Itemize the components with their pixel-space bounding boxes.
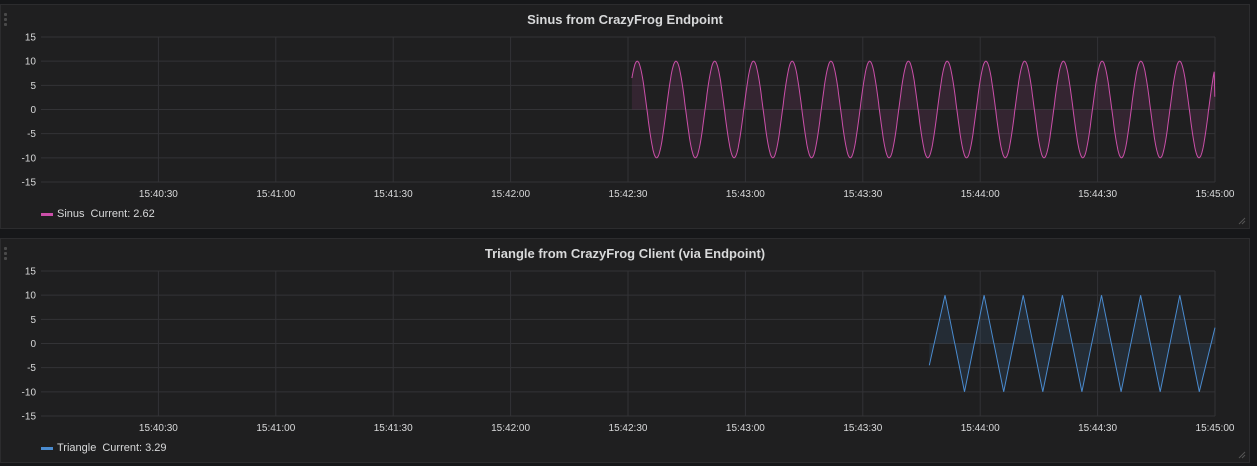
- y-tick-label: -10: [22, 387, 37, 398]
- y-tick-label: -15: [22, 178, 37, 189]
- legend-current: Current: 3.29: [102, 442, 166, 454]
- x-tick-label: 15:41:30: [374, 423, 413, 434]
- y-tick-label: -15: [22, 412, 37, 423]
- legend-series-name[interactable]: Sinus: [57, 208, 85, 220]
- x-tick-label: 15:42:00: [491, 189, 530, 200]
- series-line[interactable]: [631, 60, 1216, 159]
- legend-current-label: Current:: [90, 208, 131, 220]
- x-tick-label: 15:43:00: [726, 423, 765, 434]
- x-tick-label: 15:41:00: [256, 423, 295, 434]
- drag-handle-icon[interactable]: [4, 13, 9, 26]
- x-tick-label: 15:44:30: [1078, 423, 1117, 434]
- x-tick-label: 15:44:00: [961, 189, 1000, 200]
- x-tick-label: 15:45:00: [1196, 423, 1235, 434]
- sinus-chart: 15 10 5 0 -5 -10 -15 15:40:30 15:41:00 15:41:30 15…: [22, 33, 1235, 201]
- y-tick-label: 15: [25, 33, 37, 44]
- series-line[interactable]: [928, 295, 1216, 392]
- legend-color-swatch[interactable]: [41, 212, 53, 216]
- legend-series-name[interactable]: Triangle: [57, 442, 97, 454]
- y-tick-label: 10: [25, 291, 37, 302]
- triangle-chart: 15 10 5 0 -5 -10 -15 15:40:30 15:41:00 15:41:30 15…: [22, 267, 1235, 435]
- y-tick-label: -5: [27, 129, 36, 140]
- panel-title[interactable]: Triangle from CrazyFrog Client (via Endp…: [484, 246, 766, 261]
- legend: Sinus Current: 2.62: [41, 208, 155, 220]
- y-tick-label: 5: [30, 315, 36, 326]
- x-tick-label: 15:45:00: [1196, 189, 1235, 200]
- x-tick-label: 15:43:30: [843, 423, 882, 434]
- y-tick-label: 5: [30, 81, 36, 92]
- panel-title[interactable]: Sinus from CrazyFrog Endpoint: [527, 12, 723, 27]
- legend: Triangle Current: 3.29: [41, 442, 167, 454]
- triangle-panel: Triangle from CrazyFrog Client (via Endp…: [0, 238, 1250, 463]
- resize-handle-icon[interactable]: [1238, 451, 1246, 459]
- legend-current-label: Current:: [102, 442, 143, 454]
- x-tick-label: 15:40:30: [139, 423, 178, 434]
- x-tick-label: 15:42:30: [609, 423, 648, 434]
- drag-handle-icon[interactable]: [4, 247, 9, 260]
- legend-color-swatch[interactable]: [41, 446, 53, 450]
- x-tick-label: 15:42:30: [609, 189, 648, 200]
- legend-current-value: 2.62: [133, 208, 155, 220]
- series-area: [631, 61, 1215, 158]
- x-tick-label: 15:42:00: [491, 423, 530, 434]
- y-tick-label: 0: [30, 105, 36, 116]
- x-tick-label: 15:40:30: [139, 189, 178, 200]
- y-tick-label: 10: [25, 57, 37, 68]
- legend-current-value: 3.29: [145, 442, 167, 454]
- x-tick-label: 15:41:00: [256, 189, 295, 200]
- y-tick-label: -5: [27, 363, 36, 374]
- y-tick-label: 15: [25, 267, 37, 278]
- x-tick-label: 15:43:30: [843, 189, 882, 200]
- x-tick-label: 15:43:00: [726, 189, 765, 200]
- legend-current: Current: 2.62: [91, 208, 155, 220]
- x-tick-label: 15:44:00: [961, 423, 1000, 434]
- x-tick-label: 15:41:30: [374, 189, 413, 200]
- resize-handle-icon[interactable]: [1238, 217, 1246, 225]
- y-tick-label: 0: [30, 339, 36, 350]
- sinus-panel: Sinus from CrazyFrog Endpoint 15 10 5 0 -5 -1…: [0, 4, 1250, 229]
- x-tick-label: 15:44:30: [1078, 189, 1117, 200]
- y-tick-label: -10: [22, 153, 37, 164]
